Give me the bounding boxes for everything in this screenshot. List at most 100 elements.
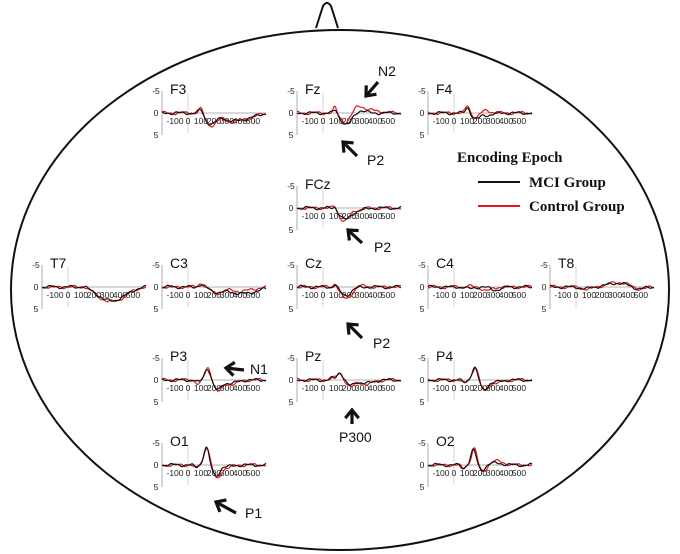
x-tick-label: 300 bbox=[355, 383, 369, 393]
x-tick-label: 100 bbox=[194, 290, 208, 300]
y-tick-label: -5 bbox=[287, 353, 295, 363]
x-tick-label: 300 bbox=[486, 383, 500, 393]
channel-label: O1 bbox=[170, 433, 189, 449]
mci-trace bbox=[427, 284, 533, 292]
y-tick-label: -5 bbox=[152, 86, 160, 96]
channel-label: Fz bbox=[305, 81, 321, 97]
x-tick-label: 0 bbox=[321, 211, 326, 221]
x-tick-label: 500 bbox=[512, 468, 526, 478]
x-tick-label: 200 bbox=[342, 116, 356, 126]
x-tick-label: 100 bbox=[460, 116, 474, 126]
annotation-label: P2 bbox=[374, 239, 391, 255]
y-tick-label: 5 bbox=[420, 304, 425, 314]
x-tick-label: 500 bbox=[381, 116, 395, 126]
y-tick-label: 5 bbox=[542, 304, 547, 314]
legend-item-label: MCI Group bbox=[529, 175, 606, 191]
x-tick-label: 200 bbox=[473, 468, 487, 478]
x-tick-label: -100 bbox=[166, 290, 183, 300]
channel-label: T7 bbox=[50, 255, 67, 271]
y-tick-label: 0 bbox=[154, 460, 159, 470]
x-tick-label: 500 bbox=[246, 383, 260, 393]
y-tick-label: 0 bbox=[420, 108, 425, 118]
y-tick-label: 0 bbox=[420, 375, 425, 385]
x-tick-label: -100 bbox=[46, 290, 63, 300]
x-tick-label: 400 bbox=[499, 383, 513, 393]
x-tick-label: 300 bbox=[220, 468, 234, 478]
x-tick-label: -100 bbox=[432, 468, 449, 478]
y-tick-label: 0 bbox=[420, 282, 425, 292]
arrow-shaft bbox=[364, 80, 380, 98]
annotation-label: P1 bbox=[245, 505, 262, 521]
y-tick-label: 0 bbox=[420, 460, 425, 470]
annotation-label: P2 bbox=[367, 152, 384, 168]
y-tick-label: 0 bbox=[289, 203, 294, 213]
x-tick-label: 200 bbox=[342, 383, 356, 393]
x-tick-label: 500 bbox=[246, 468, 260, 478]
arrow-shaft bbox=[341, 140, 359, 158]
x-tick-label: 100 bbox=[194, 116, 208, 126]
mci-trace bbox=[428, 107, 533, 119]
x-tick-label: 400 bbox=[368, 290, 382, 300]
x-tick-label: 300 bbox=[486, 290, 500, 300]
x-tick-label: 400 bbox=[113, 290, 127, 300]
annotation-p1-o1: P1 bbox=[213, 498, 262, 521]
y-tick-label: 5 bbox=[289, 130, 294, 140]
x-tick-label: 400 bbox=[499, 116, 513, 126]
y-tick-label: -5 bbox=[287, 86, 295, 96]
x-tick-label: 200 bbox=[207, 116, 221, 126]
mci-trace bbox=[296, 284, 402, 297]
x-tick-label: 500 bbox=[512, 383, 526, 393]
channel-label: FCz bbox=[305, 176, 331, 192]
y-tick-label: 0 bbox=[154, 108, 159, 118]
x-tick-label: 300 bbox=[220, 290, 234, 300]
channel-label: Pz bbox=[305, 348, 321, 364]
nose-outline bbox=[315, 2, 339, 29]
x-tick-label: 200 bbox=[207, 290, 221, 300]
y-tick-label: 5 bbox=[420, 482, 425, 492]
y-tick-label: -5 bbox=[540, 260, 548, 270]
x-tick-label: -100 bbox=[301, 290, 318, 300]
y-tick-label: -5 bbox=[418, 438, 426, 448]
y-tick-label: -5 bbox=[287, 181, 295, 191]
mci-trace bbox=[161, 446, 267, 477]
legend-item-label: Control Group bbox=[529, 199, 625, 215]
x-tick-label: 400 bbox=[368, 116, 382, 126]
x-tick-label: 0 bbox=[321, 290, 326, 300]
arrow-head bbox=[346, 228, 359, 241]
x-tick-label: 500 bbox=[381, 290, 395, 300]
control-trace bbox=[296, 283, 402, 299]
arrow-head bbox=[341, 140, 354, 153]
annotation-p300-pz: P300 bbox=[339, 407, 372, 445]
mci-trace bbox=[41, 284, 147, 302]
channel-label: T8 bbox=[558, 255, 575, 271]
legend-title: Encoding Epoch bbox=[457, 150, 563, 166]
y-tick-label: 0 bbox=[289, 282, 294, 292]
x-tick-label: 500 bbox=[512, 290, 526, 300]
mci-trace bbox=[296, 372, 402, 386]
component-annotations: N2 P2 P2 P2 N1 P300 P1 bbox=[213, 63, 396, 521]
x-tick-label: 100 bbox=[194, 468, 208, 478]
x-tick-label: 0 bbox=[186, 383, 191, 393]
arrow-head bbox=[213, 498, 227, 513]
mci-trace bbox=[296, 205, 402, 220]
y-tick-label: -5 bbox=[287, 260, 295, 270]
x-tick-label: 0 bbox=[66, 290, 71, 300]
y-tick-label: 0 bbox=[289, 108, 294, 118]
x-tick-label: 0 bbox=[574, 290, 579, 300]
x-tick-label: 200 bbox=[473, 290, 487, 300]
y-tick-label: 5 bbox=[420, 397, 425, 407]
x-tick-label: 0 bbox=[186, 468, 191, 478]
x-tick-label: 400 bbox=[233, 116, 247, 126]
x-tick-label: 0 bbox=[321, 383, 326, 393]
annotation-label: N2 bbox=[378, 63, 396, 79]
x-tick-label: 100 bbox=[460, 468, 474, 478]
annotation-label: N1 bbox=[250, 361, 268, 377]
